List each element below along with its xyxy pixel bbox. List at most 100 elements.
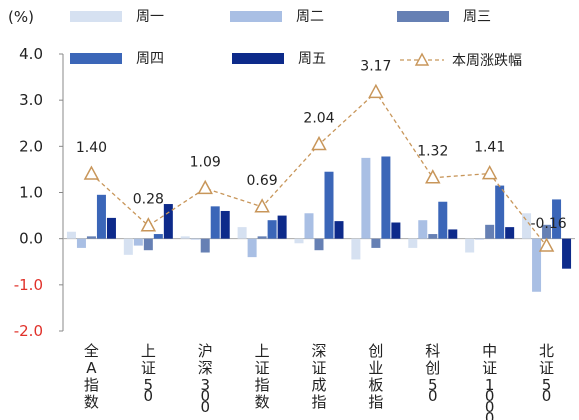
category-label: 0 [485,387,495,405]
bar [76,238,86,248]
bar [408,238,418,248]
y-tick-label: 3.0 [19,91,43,109]
bar [381,156,391,239]
bar [542,224,552,239]
bar [86,236,96,239]
category-label: 证 [311,359,326,377]
data-label: 1.41 [474,140,505,156]
bar [237,227,247,239]
bar [522,213,532,239]
bar [475,238,485,240]
bar [495,185,505,239]
category-label: 上 [255,342,270,360]
category-label: 深 [311,342,326,360]
bar [562,238,572,269]
bar [485,224,495,239]
category-label: 0 [485,398,495,416]
category-label: 证 [255,359,270,377]
category-label: 0 [542,387,552,405]
line-point [197,179,213,195]
data-label: 0.28 [133,192,164,208]
legend-label: 周一 [136,9,164,25]
bar [552,199,562,239]
bar [66,231,76,239]
bar [143,238,153,251]
data-label: 2.04 [303,110,334,126]
bar [418,220,428,239]
y-tick-label: 0.0 [19,230,43,248]
category-label: 0 [485,409,495,420]
category-label: 指 [255,376,270,394]
data-labels: 1.40 0.28 1.09 0.69 2.04 3.17 1.32 1.41 -0.16 [76,58,567,232]
bar [200,238,210,253]
legend-swatch [70,53,122,64]
category-label: 上 [141,342,156,360]
category-label: 中 [482,342,497,360]
bar [351,238,361,260]
category-label: 指 [368,393,383,411]
category-label: 成 [311,376,326,394]
category-label: 深 [198,359,213,377]
line-point [311,135,327,151]
bar [123,238,133,255]
bars [66,156,572,292]
bar [210,206,220,239]
legend-swatch [232,53,284,64]
line-point [538,237,555,252]
bar [334,221,344,239]
category-label: 业 [368,359,383,377]
data-label: 1.09 [190,154,221,170]
y-tick-label: 2.0 [19,137,43,155]
y-tick-label: 4.0 [19,45,43,63]
category-label: 5 [144,376,154,394]
category-label: 全 [84,342,99,360]
category-label: 创 [425,359,440,377]
bar [438,201,448,239]
bar [267,220,277,239]
data-label: 3.17 [360,58,391,74]
bar [247,238,257,258]
bar [324,171,334,239]
legend-label: 本周涨跌幅 [452,53,522,69]
line-point [425,169,441,184]
category-label: 5 [428,376,438,394]
bar [277,215,287,239]
legend-label: 周二 [296,9,324,25]
category-label: 创 [368,342,383,360]
bar [220,210,230,239]
bar [532,238,542,292]
category-label: 北 [539,342,554,360]
bar [153,234,163,239]
legend-label: 周五 [298,51,326,67]
legend-label: 周三 [463,9,491,25]
bar [465,238,475,253]
bar [190,238,200,240]
category-label: 指 [311,393,326,411]
line-point [368,83,384,99]
data-label: 1.40 [76,140,107,156]
legend-label: 周四 [136,51,164,67]
bar [428,234,438,239]
weekly-change-line [83,83,555,252]
category-label: 1 [485,376,495,394]
y-tick-label: 1.0 [19,184,43,202]
category-label: A [86,359,97,377]
bar [448,229,458,239]
category-label: 3 [200,376,210,394]
category-label: 0 [200,387,210,405]
line-point [83,165,100,180]
bar [96,194,106,239]
bar [314,238,324,251]
category-label: 证 [482,359,497,377]
y-tick-label: -1.0 [14,276,43,294]
category-label: 证 [141,359,156,377]
category-label: 5 [542,376,552,394]
category-label: 指 [84,376,99,394]
bar [106,217,116,239]
category-label: 证 [539,359,554,377]
category-label: 沪 [198,342,213,360]
legend-line-marker [414,52,430,66]
category-label: 数 [84,393,99,411]
line-point [254,198,270,213]
